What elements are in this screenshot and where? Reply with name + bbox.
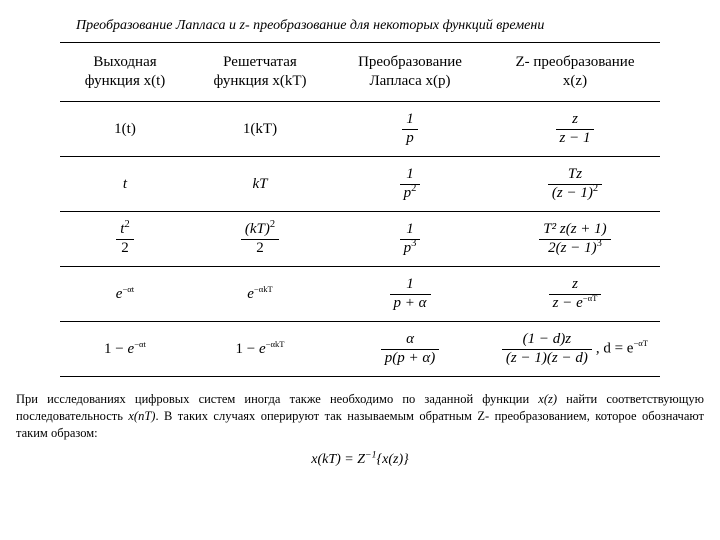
page-title: Преобразование Лапласа и z- преобразован… <box>76 18 704 34</box>
table-header-row: Выходная функция x(t) Решетчатая функция… <box>60 43 660 102</box>
table-cell: 1p + α <box>330 267 490 322</box>
table-cell: 1p3 <box>330 212 490 267</box>
col-header-output: Выходная функция x(t) <box>60 43 190 102</box>
table-row: 1(t)1(kT)1pzz − 1 <box>60 102 660 157</box>
table-cell: t <box>60 157 190 212</box>
col-header-lattice: Решетчатая функция x(kT) <box>190 43 330 102</box>
table-cell: 1(t) <box>60 102 190 157</box>
table-cell: kT <box>190 157 330 212</box>
table-row: t22(kT)221p3T² z(z + 1)2(z − 1)3 <box>60 212 660 267</box>
table-cell: 1 − e−αt <box>60 322 190 377</box>
table-cell: zz − e−αT <box>490 267 660 322</box>
table-cell: T² z(z + 1)2(z − 1)3 <box>490 212 660 267</box>
table-cell: e−αkT <box>190 267 330 322</box>
body-note: При исследованиях цифровых систем иногда… <box>16 391 704 442</box>
table-row: tkT1p2Tz(z − 1)2 <box>60 157 660 212</box>
table-cell: 1p <box>330 102 490 157</box>
table-cell: e−αt <box>60 267 190 322</box>
table-cell: Tz(z − 1)2 <box>490 157 660 212</box>
table-cell: t22 <box>60 212 190 267</box>
transform-table: Выходная функция x(t) Решетчатая функция… <box>60 42 660 377</box>
table-cell: 1 − e−αkT <box>190 322 330 377</box>
col-header-laplace: Преобразование Лапласа x(p) <box>330 43 490 102</box>
table-cell: (1 − d)z(z − 1)(z − d), d = e−αT <box>490 322 660 377</box>
table-row: 1 − e−αt1 − e−αkTαp(p + α)(1 − d)z(z − 1… <box>60 322 660 377</box>
table-cell: zz − 1 <box>490 102 660 157</box>
col-header-z: Z- преобразование x(z) <box>490 43 660 102</box>
table-cell: 1(kT) <box>190 102 330 157</box>
table-cell: (kT)22 <box>190 212 330 267</box>
table-row: e−αte−αkT1p + αzz − e−αT <box>60 267 660 322</box>
table-cell: αp(p + α) <box>330 322 490 377</box>
inverse-z-formula: x(kT) = Z−1{x(z)} <box>16 452 704 468</box>
table-cell: 1p2 <box>330 157 490 212</box>
